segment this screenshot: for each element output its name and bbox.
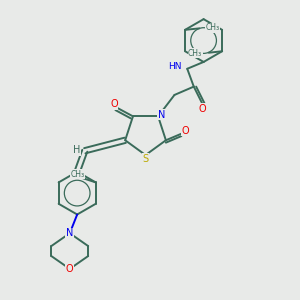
Text: H: H xyxy=(73,145,80,155)
Text: O: O xyxy=(199,103,206,114)
Text: CH₃: CH₃ xyxy=(71,169,85,178)
Text: O: O xyxy=(182,126,189,136)
Text: O: O xyxy=(110,100,118,110)
Text: N: N xyxy=(158,110,165,120)
Text: CH₃: CH₃ xyxy=(188,49,202,58)
Text: S: S xyxy=(142,154,148,164)
Text: N: N xyxy=(66,228,74,238)
Text: O: O xyxy=(66,264,74,274)
Text: HN: HN xyxy=(168,62,181,71)
Text: CH₃: CH₃ xyxy=(206,23,220,32)
